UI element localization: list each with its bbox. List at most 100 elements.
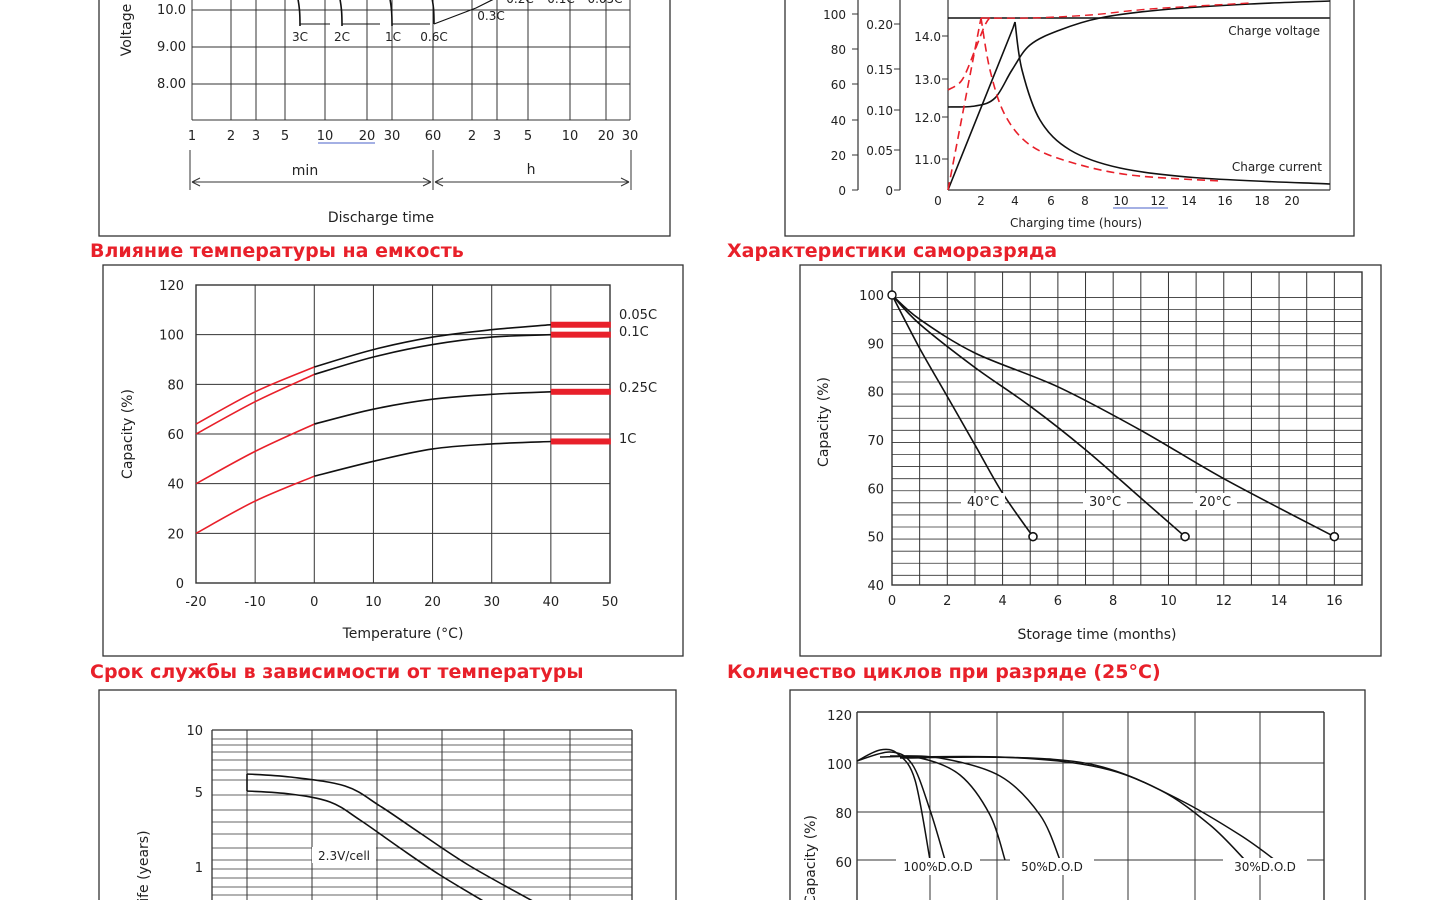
x-tick-label: 10 [365, 595, 382, 610]
y-tick-label: 60 [835, 856, 852, 871]
x-tick-label: -20 [185, 595, 206, 610]
y-tick-mid: 0.15 [866, 63, 893, 77]
life-temperature-chart: 10 5 1 Life (years) 2.3V/cell [98, 689, 677, 900]
red-dashed-voltage [947, 14, 993, 91]
chart-frame [98, 0, 671, 237]
charge-voltage-label: Charge voltage [1228, 24, 1320, 38]
x-tick-label: 50 [602, 595, 619, 610]
series-end-point [1329, 531, 1340, 542]
curve-label: 2.3V/cell [318, 849, 370, 863]
curve-label: 0.1C [547, 0, 574, 6]
y-tick-left: 100 [823, 8, 846, 22]
series-label: 0.05C [619, 308, 657, 323]
x-tick-label: 0 [934, 194, 942, 208]
red-dashed-rise [947, 17, 982, 191]
label-bg [1223, 858, 1307, 875]
x-tick-label: 30 [622, 129, 639, 144]
y-axis-label: Life (years) [136, 830, 152, 900]
unit-min: min [292, 163, 318, 179]
curve-connector [433, 0, 494, 25]
x-tick-label: 8 [1081, 194, 1089, 208]
x-axis-label: Temperature (°C) [342, 626, 464, 642]
y-tick-label: 10.0 [157, 3, 186, 18]
series-end-marker [550, 388, 611, 395]
y-tick-left: 20 [831, 149, 846, 163]
life-curve-lower [246, 790, 484, 900]
plot-area [891, 271, 1363, 586]
x-tick-label: 3 [252, 129, 260, 144]
cycle-curve-30a [899, 755, 1246, 861]
y-tick-left: 0 [838, 184, 846, 198]
series-label: 1C [619, 432, 636, 447]
unit-h: h [527, 162, 536, 178]
series-line-0.25C [314, 391, 551, 425]
y-tick-label: 80 [167, 378, 184, 393]
x-tick-label: 8 [1109, 594, 1117, 609]
cycle-curve-100a [856, 748, 931, 861]
x-tick-label: -10 [245, 595, 266, 610]
x-tick-label: 20 [598, 129, 615, 144]
x-tick-label: 0 [888, 594, 896, 609]
y-tick-label: 100 [159, 329, 184, 344]
curve-label: 0.2C [506, 0, 533, 6]
x-tick-label: 10 [1113, 194, 1128, 208]
series-line-1C-cold [195, 475, 315, 535]
series-label: 0.1C [619, 325, 649, 340]
y-axis-label: Capacity (%) [803, 815, 819, 900]
y-tick-mid: 0.10 [866, 104, 893, 118]
life-curve-upper [246, 773, 533, 900]
series-end-marker [550, 321, 611, 328]
label-bg [896, 858, 980, 875]
chart-frame [102, 264, 684, 657]
series-line-0.05C [314, 323, 551, 368]
y-tick-label: 20 [167, 527, 184, 542]
charge-current-label: Charge current [1232, 160, 1322, 174]
y-tick-label: 120 [159, 279, 184, 294]
x-tick-label: 2 [977, 194, 985, 208]
x-tick-label: 60 [425, 129, 442, 144]
heading-life-temperature: Срок службы в зависимости от температуры [90, 661, 584, 683]
curve-label: 0.3C [477, 9, 504, 23]
x-tick-label: 30 [384, 129, 401, 144]
current-rise [947, 21, 1016, 191]
chart-frame [784, 0, 1355, 237]
x-tick-label: 2 [468, 129, 476, 144]
x-tick-label: 14 [1271, 594, 1288, 609]
x-tick-label: 20 [1284, 194, 1299, 208]
x-tick-label: 6 [1054, 594, 1062, 609]
series-label: 0.25C [619, 381, 657, 396]
arrow-head [434, 177, 630, 187]
start-point [887, 290, 897, 300]
x-tick-label: 3 [493, 129, 501, 144]
y-tick-label: 80 [867, 386, 884, 401]
cycle-life-chart: 120 100 80 60 Capacity (%) 100%D.O.D 50%D.O.D 3… [789, 689, 1366, 900]
y-tick-mid: 0.05 [866, 144, 893, 158]
x-tick-label: 10 [317, 129, 334, 144]
heading-self-discharge: Характеристики саморазряда [727, 240, 1057, 262]
y-tick-label: 0 [176, 577, 184, 592]
x-tick-label: 16 [1326, 594, 1343, 609]
series-end-point [1028, 531, 1038, 542]
curve-label: 0.05C [587, 0, 622, 6]
y-tick-mid: 0 [885, 184, 893, 198]
y-tick-label: 100 [827, 758, 852, 773]
x-tick-label: 12 [1150, 194, 1165, 208]
x-tick-label: 6 [1047, 194, 1055, 208]
x-tick-label: 5 [524, 129, 532, 144]
label-bg [1010, 858, 1094, 875]
y-tick-label: 80 [835, 807, 852, 822]
discharge-curve [297, 0, 301, 27]
series-line-0.1C [314, 333, 551, 376]
voltage-curve [947, 0, 1331, 108]
y-tick-label: 90 [867, 337, 884, 352]
series-end-point [1180, 531, 1190, 542]
label-bg [1083, 493, 1127, 510]
x-tick-label: 20 [359, 129, 376, 144]
y-axis-label: Capacity (%) [816, 377, 832, 467]
series-end-marker [550, 331, 611, 338]
x-tick-label: 0 [310, 595, 318, 610]
x-axis-label: Charging time (hours) [1010, 216, 1142, 230]
x-tick-label: 2 [943, 594, 951, 609]
series-line-20°C [891, 294, 1335, 538]
series-line-0.05C-cold [195, 366, 315, 425]
